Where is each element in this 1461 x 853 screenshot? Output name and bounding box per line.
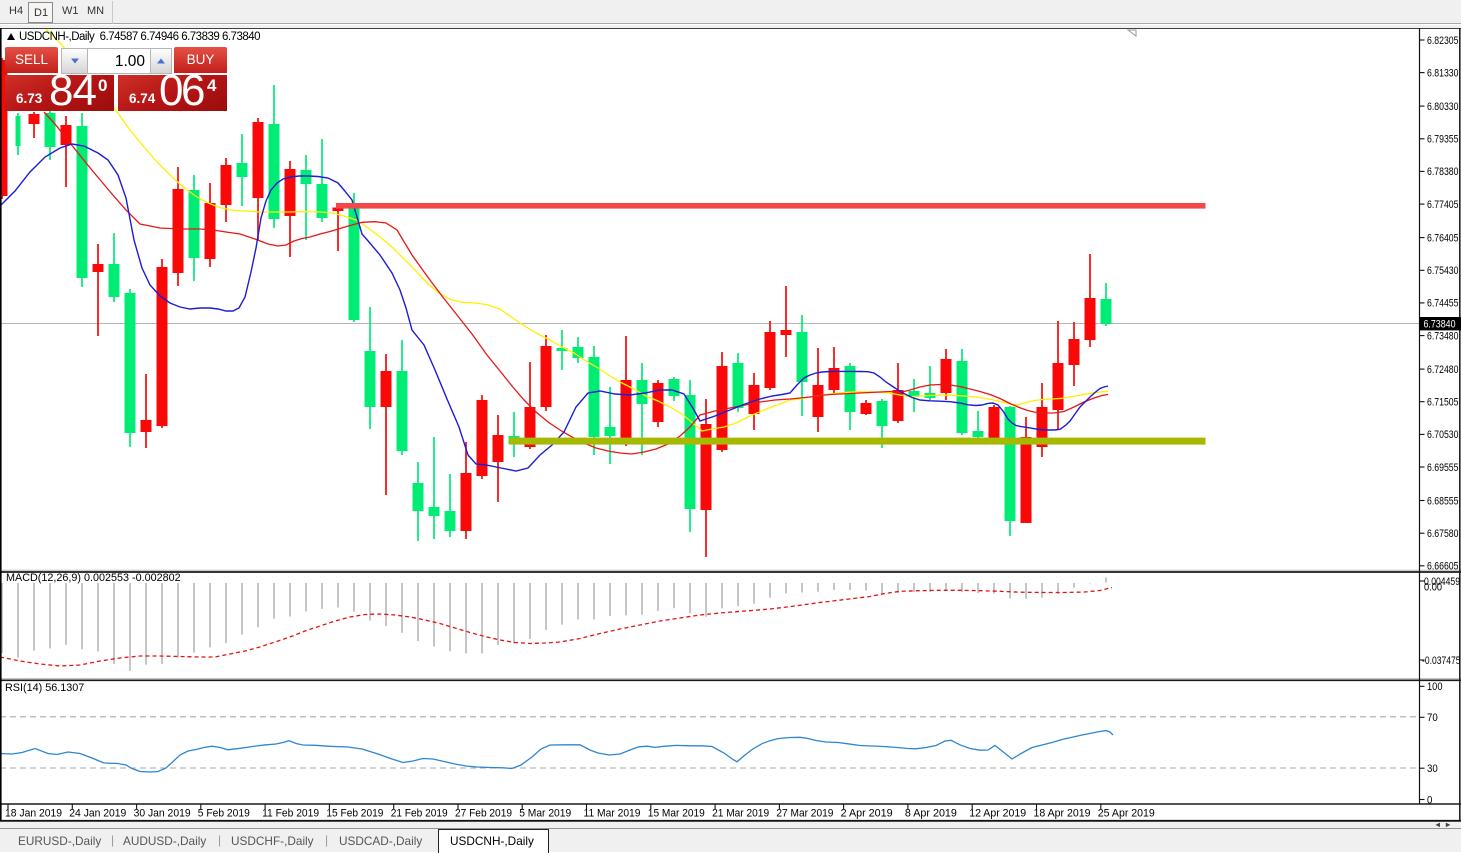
svg-text:0: 0 [1427, 794, 1432, 806]
svg-text:21 Mar 2019: 21 Mar 2019 [712, 808, 769, 820]
svg-text:27 Mar 2019: 27 Mar 2019 [776, 808, 833, 820]
svg-text:30: 30 [1427, 763, 1438, 775]
svg-text:6.81330: 6.81330 [1427, 67, 1459, 79]
svg-text:6.69555: 6.69555 [1427, 462, 1459, 474]
svg-text:6.70530: 6.70530 [1427, 429, 1459, 441]
svg-text:11 Mar 2019: 11 Mar 2019 [584, 808, 641, 820]
svg-text:6.82305: 6.82305 [1427, 35, 1459, 47]
svg-text:100: 100 [1427, 681, 1443, 693]
svg-text:6.73480: 6.73480 [1427, 330, 1459, 342]
svg-text:21 Feb 2019: 21 Feb 2019 [391, 808, 448, 820]
svg-text:6.72480: 6.72480 [1427, 364, 1459, 376]
svg-text:18 Apr 2019: 18 Apr 2019 [1034, 808, 1091, 820]
svg-text:6.75430: 6.75430 [1427, 265, 1459, 277]
svg-text:6.80330: 6.80330 [1427, 101, 1459, 113]
svg-text:11 Feb 2019: 11 Feb 2019 [262, 808, 319, 820]
svg-text:6.74455: 6.74455 [1427, 298, 1459, 310]
svg-text:30 Jan 2019: 30 Jan 2019 [134, 808, 191, 820]
svg-text:70: 70 [1427, 712, 1438, 724]
svg-text:5 Mar 2019: 5 Mar 2019 [519, 808, 571, 820]
svg-text:2 Apr 2019: 2 Apr 2019 [841, 808, 893, 820]
svg-text:12 Apr 2019: 12 Apr 2019 [969, 808, 1026, 820]
svg-text:24 Jan 2019: 24 Jan 2019 [69, 808, 126, 820]
svg-text:6.77405: 6.77405 [1427, 199, 1459, 211]
svg-text:6.76405: 6.76405 [1427, 232, 1459, 244]
svg-text:6.68555: 6.68555 [1427, 495, 1459, 507]
svg-text:6.79355: 6.79355 [1427, 134, 1459, 146]
svg-text:25 Apr 2019: 25 Apr 2019 [1098, 808, 1155, 820]
svg-text:6.78380: 6.78380 [1427, 166, 1459, 178]
svg-text:6.67580: 6.67580 [1427, 528, 1459, 540]
svg-text:-0.037475: -0.037475 [1422, 655, 1461, 667]
svg-text:15 Mar 2019: 15 Mar 2019 [648, 808, 705, 820]
svg-text:6.66605: 6.66605 [1427, 561, 1459, 573]
svg-text:5 Feb 2019: 5 Feb 2019 [198, 808, 250, 820]
svg-text:18 Jan 2019: 18 Jan 2019 [5, 808, 62, 820]
svg-text:15 Feb 2019: 15 Feb 2019 [326, 808, 383, 820]
svg-text:27 Feb 2019: 27 Feb 2019 [455, 808, 512, 820]
svg-text:6.73840: 6.73840 [1424, 319, 1456, 331]
svg-text:6.71505: 6.71505 [1427, 397, 1459, 409]
svg-text:0.00: 0.00 [1424, 581, 1442, 593]
svg-text:8 Apr 2019: 8 Apr 2019 [905, 808, 957, 820]
